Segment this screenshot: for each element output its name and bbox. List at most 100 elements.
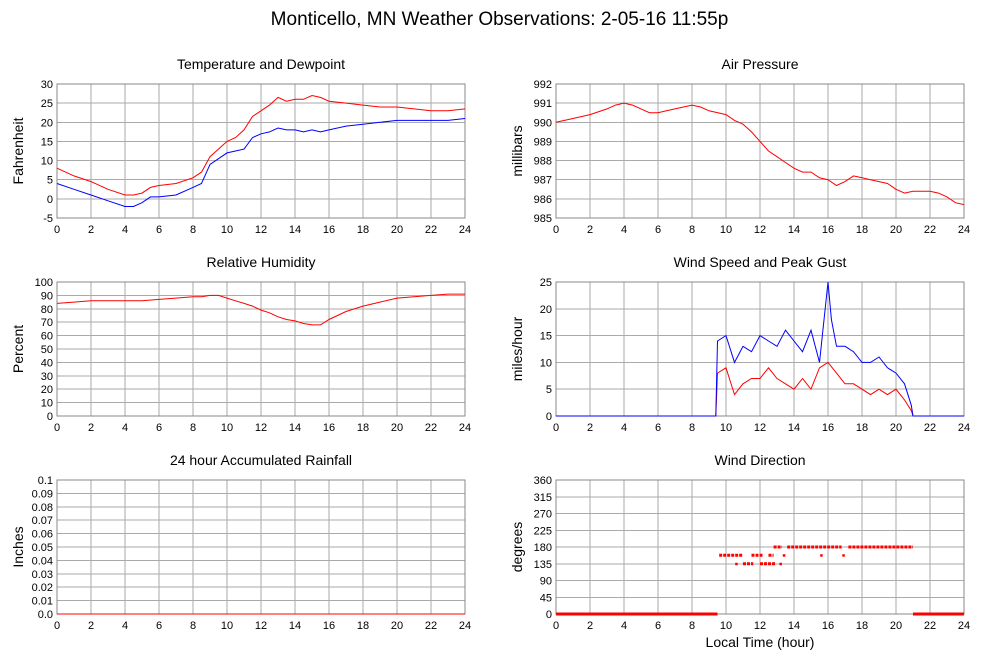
chart-title: 24 hour Accumulated Rainfall	[170, 452, 352, 468]
x-tick-label: 18	[357, 224, 369, 236]
direction-point-2	[820, 554, 823, 557]
y-tick-label: 70	[41, 317, 53, 329]
y-tick-label: 985	[534, 213, 552, 225]
y-axis-label: Percent	[10, 325, 26, 373]
chart-title: Temperature and Dewpoint	[177, 56, 345, 72]
y-tick-label: 100	[35, 277, 53, 289]
y-tick-label: 10	[41, 398, 53, 410]
y-tick-label: 5	[47, 175, 53, 187]
x-tick-label: 2	[88, 224, 94, 236]
x-tick-label: 10	[221, 620, 233, 632]
y-tick-label: 180	[534, 542, 552, 554]
x-tick-label: 16	[822, 620, 834, 632]
x-tick-label: 24	[459, 224, 471, 236]
x-tick-label: 8	[689, 620, 695, 632]
x-tick-label: 4	[621, 422, 627, 434]
x-tick-label: 20	[890, 620, 902, 632]
y-tick-label: 60	[41, 331, 53, 343]
y-tick-label: 987	[534, 175, 552, 187]
x-tick-label: 22	[924, 422, 936, 434]
y-tick-label: 0.08	[32, 502, 53, 514]
x-tick-label: 22	[924, 620, 936, 632]
chart-pressure: 0 2 4 6 8 10 12 14 16 18 20 22 249859869879889899909…	[509, 56, 970, 236]
y-tick-label: 30	[41, 79, 53, 91]
x-tick-label: 0	[553, 620, 559, 632]
direction-point-4	[779, 562, 782, 566]
x-tick-label: 2	[88, 422, 94, 434]
y-tick-label: 45	[540, 592, 552, 604]
series-line-0	[56, 293, 465, 326]
x-tick-label: 4	[122, 224, 128, 236]
y-tick-label: 5	[546, 384, 552, 396]
y-tick-label: 0.02	[32, 582, 53, 594]
x-tick-label: 18	[856, 620, 868, 632]
y-tick-label: 991	[534, 98, 552, 110]
x-tick-label: 12	[754, 224, 766, 236]
x-tick-label: 18	[357, 620, 369, 632]
chart-rain: 0 2 4 6 8 10 12 14 16 18 20 22 240.00.010.020.030.04…	[10, 452, 471, 632]
y-axis-label: Inches	[10, 526, 26, 567]
x-tick-label: 6	[655, 422, 661, 434]
y-tick-label: 990	[534, 117, 552, 129]
x-tick-label: 22	[425, 224, 437, 236]
y-tick-label: 0	[546, 411, 552, 423]
y-tick-label: 90	[41, 290, 53, 302]
x-tick-label: 8	[190, 422, 196, 434]
series-line-0	[56, 94, 466, 196]
chart-title: Relative Humidity	[207, 254, 316, 270]
y-tick-label: 0.06	[32, 529, 53, 541]
y-tick-label: -5	[43, 213, 53, 225]
x-axis-label: Local Time (hour)	[705, 634, 815, 650]
y-tick-label: 992	[534, 79, 552, 91]
x-tick-label: 20	[391, 422, 403, 434]
series-line-0	[555, 102, 965, 206]
x-tick-label: 24	[459, 620, 471, 632]
x-tick-label: 14	[289, 224, 301, 236]
series-line-1	[556, 281, 964, 417]
x-tick-label: 12	[754, 620, 766, 632]
x-tick-label: 10	[221, 422, 233, 434]
x-tick-label: 18	[357, 422, 369, 434]
x-tick-label: 0	[553, 422, 559, 434]
plot-frame	[555, 479, 965, 615]
y-tick-label: 40	[41, 357, 53, 369]
chart-temp: 0 2 4 6 8 10 12 14 16 18 20 22 24-5051015202530Tempe…	[10, 56, 471, 236]
y-tick-label: 20	[41, 384, 53, 396]
x-tick-label: 6	[156, 422, 162, 434]
y-tick-label: 0.03	[32, 569, 53, 581]
y-tick-label: 360	[534, 475, 552, 487]
chart-title: Wind Direction	[714, 452, 805, 468]
x-tick-label: 14	[788, 620, 800, 632]
y-tick-label: 988	[534, 156, 552, 168]
y-tick-label: 0.0	[38, 609, 53, 621]
y-tick-label: 80	[41, 304, 53, 316]
series-line-1	[56, 118, 466, 207]
x-tick-label: 12	[255, 224, 267, 236]
x-tick-label: 14	[289, 620, 301, 632]
x-tick-label: 16	[323, 620, 335, 632]
x-tick-label: 16	[822, 224, 834, 236]
x-tick-label: 24	[459, 422, 471, 434]
y-tick-label: 0.05	[32, 542, 53, 554]
y-tick-label: 20	[41, 117, 53, 129]
x-tick-label: 18	[856, 422, 868, 434]
plot-frame	[555, 281, 965, 417]
x-tick-label: 12	[754, 422, 766, 434]
y-tick-label: 0.07	[32, 515, 53, 527]
plot-frame	[56, 281, 466, 417]
x-tick-label: 24	[958, 422, 970, 434]
y-tick-label: 10	[540, 357, 552, 369]
y-axis-label: miles/hour	[509, 316, 525, 381]
y-tick-label: 989	[534, 136, 552, 148]
y-tick-label: 30	[41, 371, 53, 383]
x-tick-label: 16	[323, 224, 335, 236]
y-tick-label: 90	[540, 576, 552, 588]
y-tick-label: 0.04	[32, 555, 53, 567]
chart-title: Wind Speed and Peak Gust	[674, 254, 847, 270]
x-tick-label: 16	[822, 422, 834, 434]
x-tick-label: 12	[255, 422, 267, 434]
chart-direction: 0 2 4 6 8 10 12 14 16 18 20 22 240459013518022527031…	[509, 452, 970, 632]
y-tick-label: 135	[534, 559, 552, 571]
